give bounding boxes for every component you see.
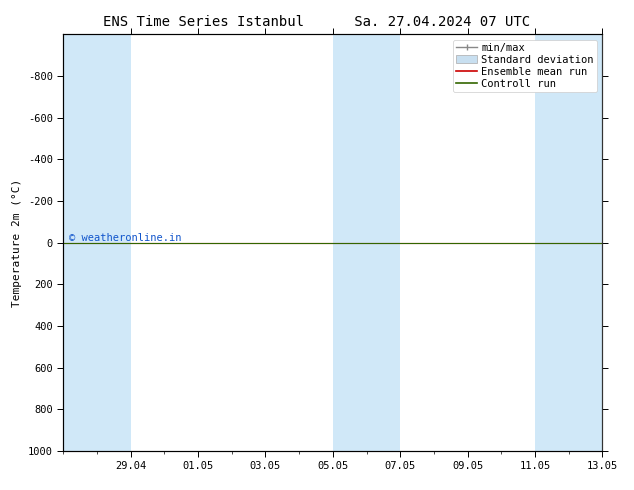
Bar: [535, 34, 602, 451]
Text: ENS Time Series Istanbul      Sa. 27.04.2024 07 UTC: ENS Time Series Istanbul Sa. 27.04.2024 …: [103, 15, 531, 29]
Bar: [63, 34, 131, 451]
Legend: min/max, Standard deviation, Ensemble mean run, Controll run: min/max, Standard deviation, Ensemble me…: [453, 40, 597, 92]
Text: © weatheronline.in: © weatheronline.in: [68, 233, 181, 243]
Bar: [333, 34, 400, 451]
Y-axis label: Temperature 2m (°C): Temperature 2m (°C): [13, 178, 22, 307]
